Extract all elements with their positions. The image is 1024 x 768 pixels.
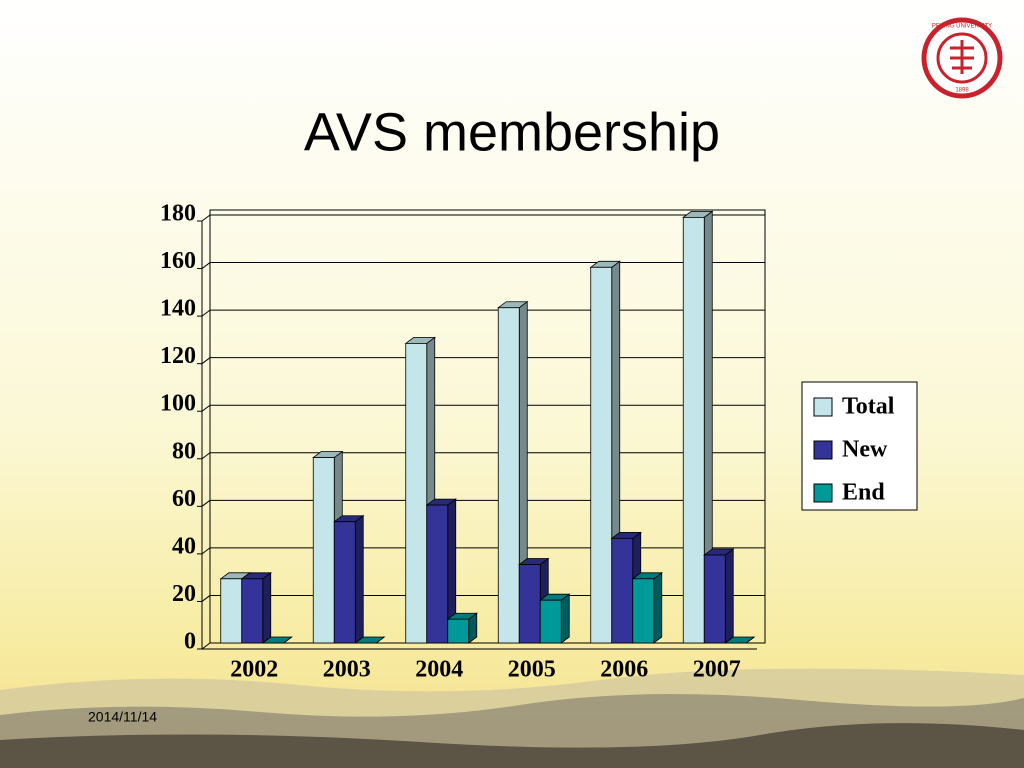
bar-side xyxy=(724,548,734,644)
y-tick-label: 120 xyxy=(160,343,196,369)
grid-line-wall xyxy=(201,309,211,317)
bar xyxy=(611,537,634,644)
bar xyxy=(682,216,705,644)
bar-top xyxy=(354,636,386,644)
bar xyxy=(518,564,541,644)
grid-line-wall xyxy=(201,357,211,365)
grid-line-wall xyxy=(201,595,211,602)
legend-swatch xyxy=(813,440,833,460)
bar xyxy=(539,599,562,644)
bar xyxy=(405,342,428,644)
y-tick-label: 20 xyxy=(172,581,196,607)
logo-year: 1898 xyxy=(955,88,969,94)
bar xyxy=(333,521,356,644)
grid-line-wall xyxy=(201,262,211,269)
legend-label: Total xyxy=(842,394,895,420)
grid-line-wall xyxy=(201,404,211,412)
x-tick-label: 2006 xyxy=(600,657,648,683)
chart-title: AVS membership xyxy=(304,102,720,162)
bar-side xyxy=(354,514,364,644)
grid-line-wall xyxy=(201,452,211,460)
x-tick-label: 2002 xyxy=(230,657,278,683)
bar xyxy=(312,457,335,644)
grid-line-wall xyxy=(201,547,211,555)
logo: PEKING UNIVERSITY 1898 xyxy=(921,17,1003,99)
bar xyxy=(220,578,243,644)
legend-swatch xyxy=(813,483,833,503)
x-tick-label: 2007 xyxy=(693,657,741,683)
bar-top xyxy=(261,636,293,644)
legend-label: End xyxy=(842,480,885,506)
logo-inner xyxy=(936,32,988,84)
y-tick-label: 60 xyxy=(172,486,196,512)
bar-top xyxy=(724,636,756,644)
y-tick-label: 180 xyxy=(160,201,196,227)
y-tick-label: 0 xyxy=(184,629,196,655)
y-tick-label: 80 xyxy=(172,438,196,464)
bar xyxy=(703,554,726,644)
bar-side xyxy=(262,571,272,644)
x-tick-label: 2003 xyxy=(323,657,371,683)
logo-mark xyxy=(950,40,974,74)
x-tick-label: 2005 xyxy=(508,657,556,683)
grid-line-wall xyxy=(201,214,211,222)
bar-side xyxy=(560,593,570,644)
logo-name: PEKING UNIVERSITY xyxy=(932,24,992,30)
bar xyxy=(632,578,655,644)
grid-line-wall xyxy=(201,642,211,650)
y-tick-label: 100 xyxy=(160,391,196,417)
grid-line-wall xyxy=(201,499,211,507)
hills-front xyxy=(0,723,1024,768)
bar xyxy=(241,578,264,644)
bar xyxy=(590,266,613,644)
y-tick-label: 160 xyxy=(160,248,196,274)
footer-date: 2014/11/14 xyxy=(88,709,157,725)
legend-label: New xyxy=(842,437,888,463)
bar xyxy=(497,307,520,644)
legend-swatch xyxy=(813,397,833,417)
y-tick-label: 140 xyxy=(160,296,196,322)
y-tick-label: 40 xyxy=(172,533,196,559)
x-tick-label: 2004 xyxy=(415,657,463,683)
bar xyxy=(447,618,470,644)
bar-side xyxy=(653,571,663,644)
bar xyxy=(426,504,449,644)
